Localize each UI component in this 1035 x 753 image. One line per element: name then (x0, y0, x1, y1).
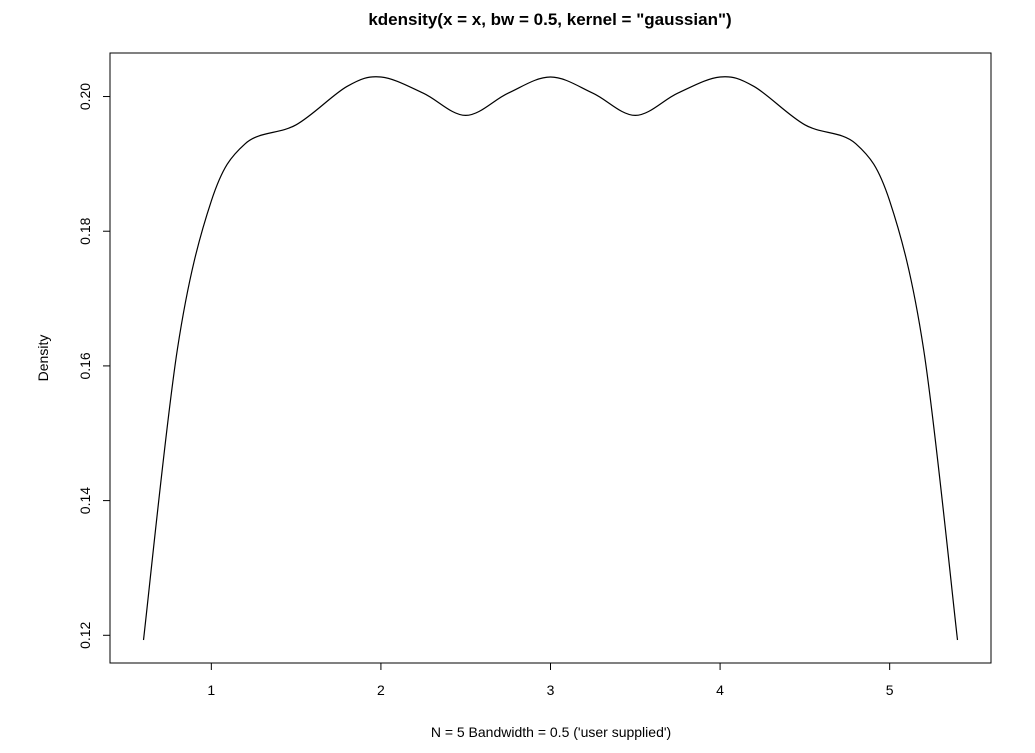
y-tick-label: 0.20 (77, 83, 93, 110)
y-tick-label: 0.12 (77, 621, 93, 648)
x-tick-label: 1 (207, 682, 215, 698)
x-axis-label: N = 5 Bandwidth = 0.5 ('user supplied') (431, 724, 671, 740)
y-axis-label: Density (35, 335, 51, 382)
x-axis: 1 2 3 4 5 (207, 662, 894, 698)
y-tick-label: 0.18 (77, 217, 93, 244)
y-tick-label: 0.14 (77, 487, 93, 514)
density-curve (142, 76, 959, 641)
plot-frame (109, 52, 992, 664)
x-tick-label: 5 (886, 682, 894, 698)
x-tick-label: 2 (377, 682, 385, 698)
x-tick-label: 4 (716, 682, 724, 698)
y-tick-label: 0.16 (77, 352, 93, 379)
y-axis: 0.12 0.14 0.16 0.18 0.20 (77, 83, 111, 649)
x-tick-label: 3 (547, 682, 555, 698)
chart-title: kdensity(x = x, bw = 0.5, kernel = "gaus… (368, 10, 731, 29)
